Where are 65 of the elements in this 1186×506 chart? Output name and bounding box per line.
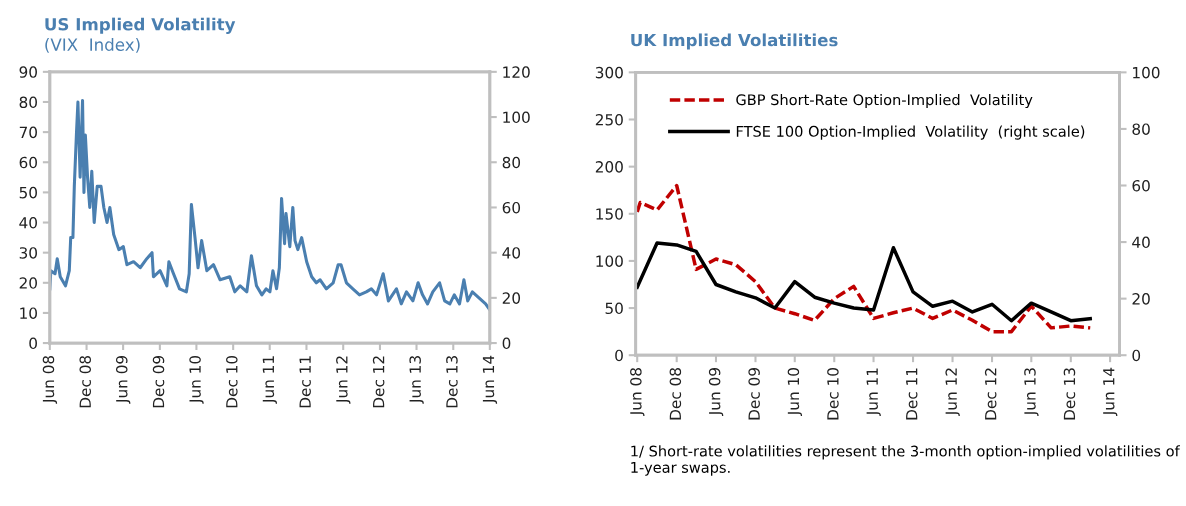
x-tick-label: Dec 11	[299, 356, 311, 408]
chart-title: US Implied Volatility	[45, 17, 236, 34]
x-tick-label: Dec 08	[79, 355, 91, 408]
y-tick-label: 60	[19, 156, 37, 169]
x-tick-label: Dec 08	[669, 368, 682, 420]
y-tick-label: 50	[19, 186, 37, 199]
x-tick-label: Jun 08	[42, 355, 58, 404]
legend-label: FTSE 100 Option-Implied Volatility (right scale)	[736, 125, 1085, 140]
y-tick-label: 100	[596, 255, 623, 267]
y2-tick-label: 80	[502, 156, 521, 169]
y-tick-label: 90	[19, 66, 37, 78]
chart-title: UK Implied Volatilities	[631, 33, 838, 50]
line-series	[49, 98, 490, 312]
y-tick-label: 0	[615, 349, 623, 362]
x-tick-label: Jun 12	[336, 356, 351, 404]
y2-tick-label: 0	[1132, 349, 1141, 362]
x-tick-label: Dec 13	[1063, 368, 1076, 420]
legend-label: GBP Short-Rate Option-Implied Volatility	[736, 93, 1033, 109]
y2-tick-label: 20	[1132, 293, 1150, 305]
y-tick-label: 300	[595, 66, 623, 79]
x-tick-label: Jun 13	[409, 356, 424, 404]
y-tick-label: 200	[595, 161, 623, 173]
y2-tick-label: 80	[1132, 123, 1150, 135]
x-tick-label: Jun 10	[189, 355, 204, 404]
x-tick-label: Jun 10	[787, 368, 803, 416]
y2-tick-label: 40	[502, 247, 521, 259]
chart-subtitle: (VIX Index)	[45, 38, 140, 53]
x-tick-label: Dec 10	[226, 355, 238, 408]
y-tick-label: 40	[19, 216, 37, 229]
y2-tick-label: 20	[502, 292, 521, 304]
x-tick-label: Jun 11	[262, 356, 277, 404]
y-tick-label: 10	[20, 307, 37, 319]
y-tick-label: 30	[19, 247, 37, 259]
x-tick-label: Jun 13	[1024, 368, 1039, 416]
y2-tick-label: 120	[503, 66, 530, 78]
text: 1/ Short-rate volatilities represent the 3-month option-implied volatilities of 1-year swaps.	[631, 445, 1180, 476]
x-tick-label: Jun 11	[866, 368, 881, 416]
y2-tick-label: 60	[1132, 179, 1150, 192]
y-tick-label: 70	[19, 126, 37, 139]
x-tick-label: Jun 08	[630, 368, 645, 416]
x-tick-label: Jun 09	[115, 355, 131, 404]
x-tick-label: Dec 13	[446, 356, 458, 408]
y2-tick-label: 100	[503, 111, 530, 124]
y-tick-label: 80	[19, 96, 37, 109]
x-tick-label: Dec 12	[984, 368, 997, 420]
x-tick-label: Dec 09	[152, 355, 165, 408]
y2-tick-label: 100	[1133, 66, 1160, 79]
x-tick-label: Dec 12	[372, 356, 385, 408]
x-tick-label: Jun 14	[482, 355, 498, 404]
y-tick-label: 0	[29, 337, 37, 350]
y2-tick-label: 60	[502, 201, 521, 214]
x-tick-label: Dec 09	[748, 368, 760, 420]
y-tick-label: 150	[596, 208, 623, 220]
x-tick-label: Dec 11	[906, 368, 918, 420]
x-tick-label: Dec 10	[827, 368, 839, 420]
line-series	[635, 183, 1092, 334]
line-series	[635, 241, 1092, 323]
y-tick-label: 50	[605, 302, 623, 315]
x-tick-label: Jun 12	[945, 368, 960, 416]
y-tick-label: 20	[19, 277, 37, 289]
y2-tick-label: 0	[502, 337, 511, 350]
y2-tick-label: 40	[1132, 236, 1150, 249]
y-tick-label: 250	[595, 113, 623, 126]
x-tick-label: Jun 09	[708, 368, 724, 416]
x-tick-label: Jun 14	[1103, 367, 1118, 416]
